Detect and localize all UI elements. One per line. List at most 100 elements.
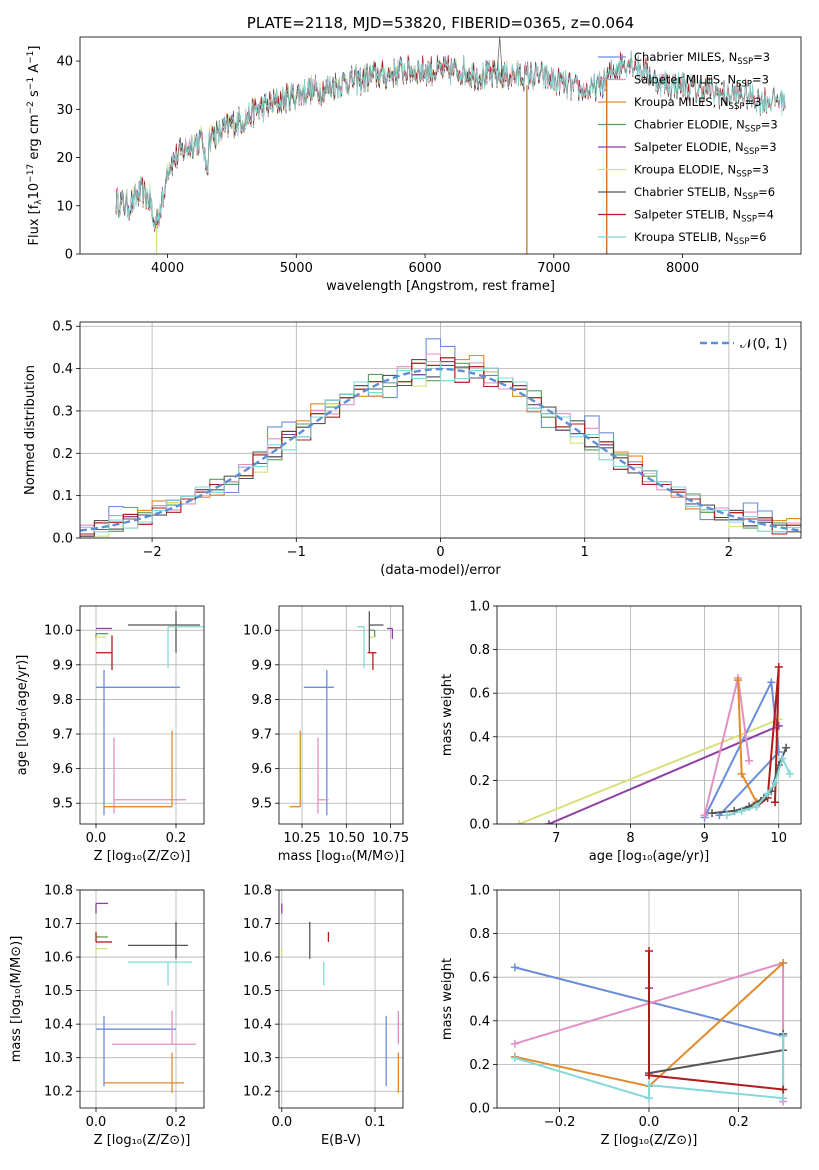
panel-residuals: −2 −1 0 1 2 0.0 0.1 0.2 0.3 0.4 0.5 (data-model)/er… — [23, 320, 802, 578]
legend-label-sub: SSP — [736, 170, 752, 180]
legend-label: Chabrier STELIB, NSSP=6 — [634, 185, 775, 202]
x-tick-label: 0.2 — [166, 1115, 187, 1130]
y-tick-label: 10.7 — [243, 917, 272, 932]
weight-point-marker — [700, 811, 709, 820]
y-tick-label: 0.0 — [469, 1102, 490, 1117]
x-tick-label: 1 — [581, 545, 589, 560]
y-tick-label: 9.7 — [251, 728, 272, 743]
y-tick-label: 9.9 — [251, 658, 272, 673]
legend-label-sub: SSP — [742, 192, 758, 202]
weight-point-marker — [763, 789, 772, 798]
x-tick-label: 0.0 — [639, 1115, 660, 1130]
x-tick-label: 5000 — [280, 261, 313, 276]
y-tick-label: 9.6 — [52, 762, 73, 777]
y-tick-label: 0.3 — [52, 404, 73, 419]
weight-point-marker — [779, 959, 788, 968]
x-tick-label: 0.1 — [365, 1115, 386, 1130]
y-tick-label: 30 — [56, 103, 73, 118]
legend-label-end: =3 — [753, 50, 770, 64]
legend-label-end: =6 — [749, 230, 766, 244]
weight-series-line — [755, 666, 780, 808]
axes-frame — [496, 889, 802, 1109]
x-tick-label: 0.2 — [166, 831, 187, 846]
legend-label: Salpeter STELIB, NSSP=4 — [634, 208, 774, 225]
y-axis-label: age [log₁₀(age/yr)] — [15, 655, 30, 776]
legend-label-end: =3 — [744, 95, 761, 109]
x-tick-label: 7 — [552, 831, 560, 846]
weight-point-marker — [779, 1085, 788, 1094]
y-axis-label: Normed distribution — [23, 365, 38, 495]
spectrum-series-line — [115, 57, 528, 230]
y-tick-label: 0.4 — [52, 362, 73, 377]
y-tick-label: 0.0 — [469, 818, 490, 833]
errorbar-point — [95, 636, 106, 645]
legend-label-main: Salpeter STELIB, N — [634, 208, 741, 222]
x-axis-label: Z [log₁₀(Z/Z⊙)] — [94, 849, 191, 864]
y-tick-label: 0.4 — [469, 730, 490, 745]
weight-lines — [515, 663, 794, 824]
errorbar-point — [128, 611, 200, 653]
x-tick-label: 0.0 — [86, 831, 107, 846]
x-tick-label: 6000 — [409, 261, 442, 276]
legend-label: Chabrier MILES, NSSP=3 — [634, 50, 770, 67]
x-tick-label: 4000 — [151, 261, 184, 276]
panel-age-vs-Z: 0.0 0.2 9.5 9.6 9.7 9.8 9.9 10.0 Z [log₁₀(Z/Z⊙)]… — [15, 605, 205, 864]
legend-label-main: Chabrier STELIB, N — [634, 185, 742, 199]
y-axis-label: mass weight — [440, 958, 455, 1040]
errorbar-point — [104, 730, 173, 808]
weight-point-marker — [645, 1071, 653, 1080]
x-axis-label: Z [log₁₀(Z/Z⊙)] — [601, 1133, 698, 1148]
panel-mass-vs-EBV: 0.0 0.1 10.2 10.3 10.4 10.5 10.6 10.7 10.8 E(B-V) — [243, 884, 404, 1148]
x-tick-label: 10 — [770, 831, 787, 846]
y-tick-label: 10.0 — [243, 624, 272, 639]
weight-point-marker — [779, 1094, 788, 1103]
y-tick-label: 0.2 — [469, 1058, 490, 1073]
spectrum-series-line — [115, 55, 529, 229]
y-tick-label: 10.3 — [243, 1051, 272, 1066]
y-tick-label: 0.0 — [52, 532, 73, 547]
y-tick-label: 0.2 — [52, 447, 73, 462]
y-tick-label: 10.5 — [243, 984, 272, 999]
axes-frame — [79, 605, 205, 825]
y-tick-label: 10.5 — [44, 984, 73, 999]
spectrum-series-line — [115, 56, 529, 229]
legend-label-end: =3 — [752, 163, 769, 177]
y-tick-label: 20 — [56, 151, 73, 166]
weight-point-marker — [515, 820, 524, 824]
legend-label-main: Kroupa ELODIE, N — [634, 163, 736, 177]
axes-frame — [79, 889, 205, 1109]
x-tick-label: −0.2 — [544, 1115, 576, 1130]
legend-label-main: Salpeter MILES, N — [634, 73, 736, 87]
y-axis-label: mass weight — [440, 674, 455, 756]
panel-spectrum: 4000 5000 6000 7000 8000 0 10 20 30 40 wavelength … — [26, 14, 802, 294]
y-tick-label: 0.1 — [52, 489, 73, 504]
y-tick-label: 10.8 — [44, 884, 73, 899]
y-tick-label: 9.7 — [52, 728, 73, 743]
x-tick-label: 8 — [626, 831, 634, 846]
weight-series-line — [518, 718, 780, 824]
errorbar-point — [104, 1052, 184, 1093]
legend-label-sub: SSP — [741, 215, 757, 225]
errorbars — [281, 903, 399, 1093]
errorbars — [95, 611, 204, 816]
errorbar-point — [387, 627, 394, 639]
x-tick-label: 8000 — [666, 261, 699, 276]
normal-reference-curve — [80, 367, 801, 532]
y-axis-label: mass [log₁₀(M/M⊙)] — [9, 936, 24, 1063]
x-axis-label: age [log₁₀(age/yr)] — [589, 849, 710, 864]
y-tick-label: 0 — [65, 248, 73, 263]
legend-label-end: =4 — [757, 208, 774, 222]
errorbar-point — [368, 611, 384, 653]
y-tick-label: 10.2 — [243, 1085, 272, 1100]
errorbar-point — [95, 931, 112, 943]
x-tick-label: 10.25 — [283, 831, 320, 846]
legend-label: Kroupa ELODIE, NSSP=3 — [634, 163, 769, 180]
y-tick-label: 0.6 — [469, 971, 490, 986]
y-tick-label: 0.8 — [469, 643, 490, 658]
axes-frame — [496, 605, 802, 825]
errorbar-point — [112, 1010, 196, 1045]
spectrum-series-line — [115, 50, 786, 230]
x-tick-label: 0.0 — [86, 1115, 107, 1130]
y-tick-label: 0.2 — [469, 774, 490, 789]
x-tick-label: 7000 — [537, 261, 570, 276]
